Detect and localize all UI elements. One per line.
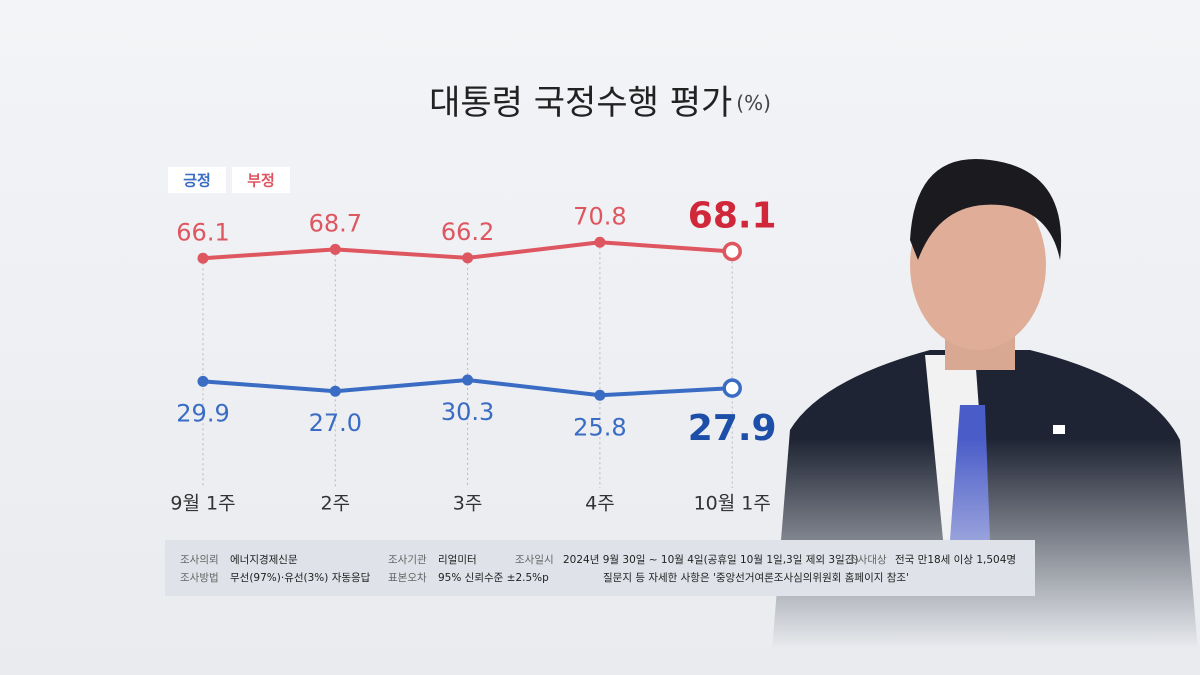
point	[329, 243, 341, 255]
value-label: 66.1	[176, 218, 229, 246]
point	[197, 252, 209, 264]
point	[197, 375, 209, 387]
value-label: 29.9	[176, 399, 229, 427]
value-label: 25.8	[573, 413, 626, 441]
point	[462, 252, 474, 264]
info-value: 무선(97%)·유선(3%) 자동응답	[230, 572, 371, 584]
info-value: 에너지경제신문	[230, 553, 298, 566]
value-label: 27.0	[309, 409, 362, 437]
legend-label: 긍정	[183, 172, 211, 190]
legend-label: 부정	[247, 172, 275, 190]
info-key: 조사방법	[180, 572, 219, 584]
point	[594, 236, 606, 248]
value-label: 68.7	[309, 209, 362, 237]
value-label: 30.3	[441, 398, 494, 426]
chart-title: 대통령 국정수행 평가 (%)	[429, 83, 771, 123]
x-tick-label: 10월 1주	[694, 493, 771, 515]
legend-box	[168, 167, 226, 193]
value-label: 68.1	[688, 195, 777, 236]
value-label: 66.2	[441, 218, 494, 246]
info-key: 조사대상	[848, 554, 887, 566]
info-key: 조사기관	[388, 554, 427, 566]
info-key: 조사의뢰	[180, 554, 219, 566]
x-tick-label: 9월 1주	[170, 493, 235, 515]
info-value: 질문지 등 자세한 사항은 '중앙선거여론조사심의위원회 홈페이지 참조'	[603, 571, 909, 584]
legend-box	[232, 167, 290, 193]
info-value: 2024년 9월 30일 ~ 10월 4일(공휴일 10월 1일,3일 제외 3…	[563, 553, 858, 566]
point	[722, 378, 742, 398]
info-key: 표본오차	[388, 572, 427, 584]
x-tick-label: 2주	[321, 493, 351, 515]
point	[329, 385, 341, 397]
x-tick-label: 4주	[585, 493, 615, 515]
value-label: 70.8	[573, 202, 626, 230]
info-value: 95% 신뢰수준 ±2.5%p	[438, 572, 549, 584]
footer-box	[165, 540, 1035, 596]
value-label: 27.9	[688, 408, 777, 449]
x-tick-label: 3주	[453, 493, 483, 515]
info-value: 전국 만18세 이상 1,504명	[895, 554, 1016, 566]
info-key: 조사일시	[515, 553, 554, 566]
point	[462, 374, 474, 386]
point	[722, 241, 742, 262]
point	[594, 389, 606, 401]
info-value: 리얼미터	[438, 554, 477, 566]
